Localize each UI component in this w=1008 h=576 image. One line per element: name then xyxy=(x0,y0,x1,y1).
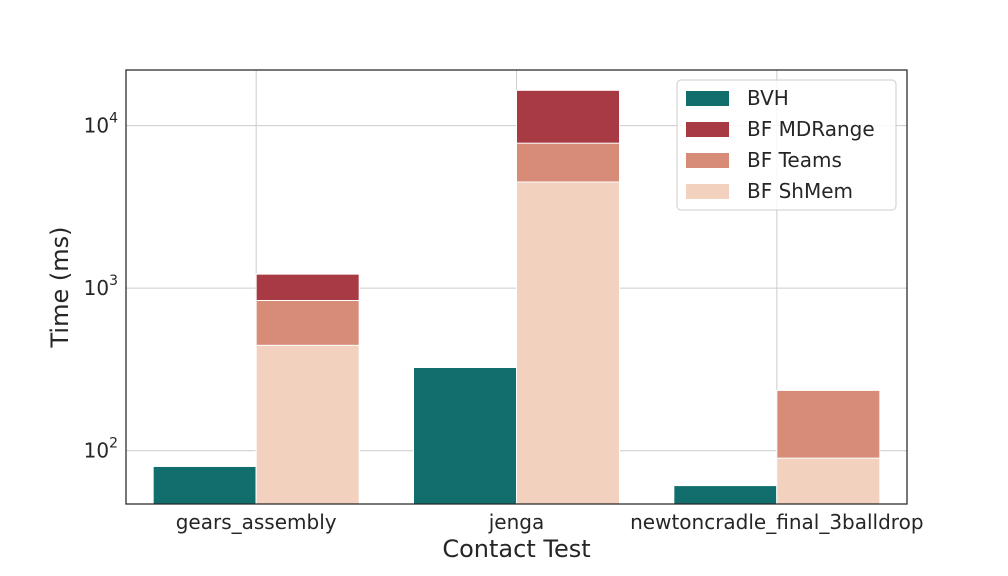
legend-box xyxy=(676,79,897,211)
x-axis-label: Contact Test xyxy=(442,535,590,563)
legend: BVH BF MDRange BF Teams BF ShMem xyxy=(676,79,897,211)
y-axis-label: Time (ms) xyxy=(46,227,74,349)
x-tick-label: jenga xyxy=(488,510,545,534)
y-tick-labels: 102 103 104 xyxy=(84,111,118,463)
bar-bf-shmem xyxy=(776,457,881,505)
legend-swatch xyxy=(686,122,729,137)
legend-label: BVH xyxy=(747,86,789,110)
legend-label: BF MDRange xyxy=(747,117,875,141)
bar-bvh xyxy=(673,485,778,505)
bar-bf-shmem xyxy=(516,181,620,505)
legend-label: BF Teams xyxy=(747,148,842,172)
x-tick-labels: gears_assembly jenga newtoncradle_final_3b… xyxy=(176,510,924,534)
bar-bvh xyxy=(413,367,517,505)
legend-swatch xyxy=(686,184,729,199)
y-tick-label: 104 xyxy=(84,111,118,138)
bars xyxy=(152,89,881,505)
legend-swatch xyxy=(686,153,729,168)
x-tick-label: gears_assembly xyxy=(176,510,337,534)
bar-bvh xyxy=(152,465,257,505)
legend-label: BF ShMem xyxy=(747,179,853,203)
y-tick-label: 103 xyxy=(84,273,118,300)
x-tick-label: newtoncradle_final_3balldrop xyxy=(630,510,923,534)
plot-frame xyxy=(125,69,908,505)
bar-bf-shmem xyxy=(255,344,360,505)
y-tick-label: 102 xyxy=(84,436,118,463)
legend-swatch xyxy=(686,91,729,106)
